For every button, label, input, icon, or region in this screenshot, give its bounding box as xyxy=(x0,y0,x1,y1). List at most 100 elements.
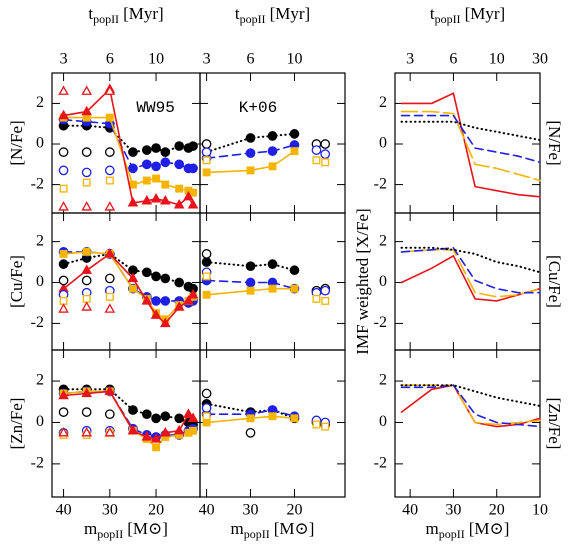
point xyxy=(290,414,299,423)
point xyxy=(58,259,69,269)
point xyxy=(267,259,278,269)
point xyxy=(320,285,331,296)
panel: -2 0 2 3 6 10 30 [N/Fe] xyxy=(374,51,564,214)
point xyxy=(187,199,199,209)
label-unit: [Myr] xyxy=(465,4,506,23)
x-tick-label: 40 xyxy=(402,502,418,519)
point xyxy=(152,174,161,183)
point xyxy=(104,273,115,284)
series-line xyxy=(400,120,541,141)
label-symbol: t xyxy=(88,4,93,23)
x-axis-label: mpopII [M⊙] xyxy=(426,519,510,541)
y-tick-label: 2 xyxy=(379,372,387,389)
point xyxy=(104,85,116,95)
point xyxy=(59,184,68,193)
series-line xyxy=(62,118,194,170)
point xyxy=(104,165,115,176)
point xyxy=(160,147,171,157)
x-tick-label: 30 xyxy=(102,502,118,519)
y-axis-label: [Zn/Fe] xyxy=(545,398,564,450)
panel-frame xyxy=(199,349,346,498)
y-tick-label: 0 xyxy=(379,135,387,152)
point xyxy=(81,201,92,211)
point xyxy=(104,303,116,313)
point xyxy=(312,156,321,165)
point xyxy=(289,129,300,139)
point xyxy=(268,162,277,171)
label-symbol: m xyxy=(426,519,439,538)
point xyxy=(105,292,114,301)
point xyxy=(321,158,330,167)
point xyxy=(321,422,330,431)
point xyxy=(312,294,321,303)
point xyxy=(128,180,137,189)
point xyxy=(320,149,331,160)
label-subscript: popII xyxy=(435,12,461,26)
point xyxy=(127,424,139,435)
point xyxy=(81,407,92,417)
y-axis-label: [N/Fe] xyxy=(545,120,564,165)
label-subscript: popII xyxy=(97,527,123,541)
point xyxy=(104,409,115,420)
x-tick-label: 40 xyxy=(199,502,215,519)
series-line xyxy=(205,409,296,418)
y-tick-label: 0 xyxy=(36,413,44,430)
point xyxy=(152,443,161,452)
y-axis-label: [N/Fe] xyxy=(7,120,26,165)
series-line xyxy=(62,252,195,290)
series-line xyxy=(400,110,541,182)
panel: 3 6 10 K+06 xyxy=(199,51,346,214)
point xyxy=(104,201,116,211)
point xyxy=(245,427,256,438)
x2-tick-label: 3 xyxy=(406,51,414,68)
y-axis-label: [Zn/Fe] xyxy=(7,398,26,450)
point xyxy=(202,272,211,281)
point xyxy=(174,413,185,424)
series-line xyxy=(62,251,194,321)
panel-annotation: WW95 xyxy=(136,99,174,117)
point xyxy=(202,290,211,299)
point xyxy=(201,403,212,413)
series-line xyxy=(400,254,541,302)
series-line xyxy=(62,124,195,154)
point xyxy=(81,264,92,274)
y-tick-label: 2 xyxy=(36,372,44,389)
point xyxy=(81,426,92,437)
series-line xyxy=(400,246,541,274)
point xyxy=(320,139,331,149)
x2-tick-label: 30 xyxy=(532,51,548,68)
panel: -2 0 2 3 6 10 WW95 [N/Fe] xyxy=(7,51,201,214)
point xyxy=(245,133,256,143)
point xyxy=(127,197,139,207)
point xyxy=(128,147,138,157)
point xyxy=(246,286,255,295)
point xyxy=(58,426,69,437)
x-tick-label: 10 xyxy=(532,502,548,519)
point xyxy=(58,275,69,286)
x2-tick-label: 10 xyxy=(286,51,302,68)
y-tick-label: 0 xyxy=(379,273,387,290)
x-tick-label: 20 xyxy=(286,502,302,519)
y-tick-label: -2 xyxy=(374,455,387,472)
point xyxy=(160,426,171,437)
series-line xyxy=(62,87,194,206)
y-tick-label: -2 xyxy=(31,455,44,472)
point xyxy=(187,412,199,422)
label-unit: [M⊙] xyxy=(274,519,315,538)
point xyxy=(160,194,171,205)
point xyxy=(81,85,92,95)
x2-axis-label: tpopII [Myr] xyxy=(430,4,505,26)
point xyxy=(151,413,161,424)
point xyxy=(311,145,322,155)
y-tick-label: 2 xyxy=(36,94,44,111)
point xyxy=(201,388,212,399)
point xyxy=(82,178,91,187)
point xyxy=(188,141,198,151)
x-tick-label: 20 xyxy=(148,502,164,519)
point xyxy=(268,412,277,421)
y-axis-label: [Cu/Fe] xyxy=(7,255,26,308)
x-tick-label: 30 xyxy=(243,502,259,519)
x2-tick-label: 6 xyxy=(247,51,255,68)
